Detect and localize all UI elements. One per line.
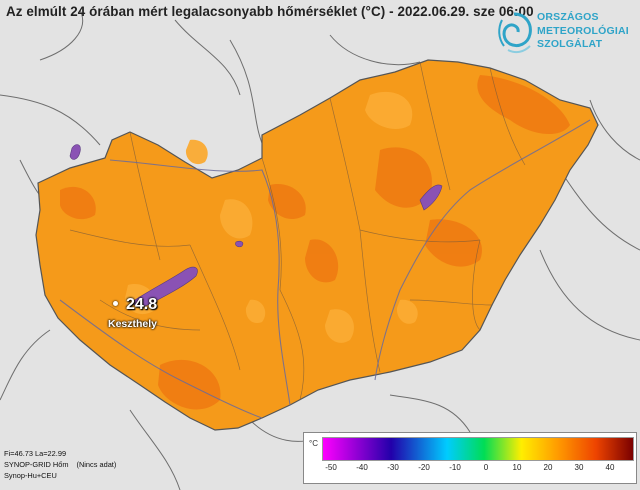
- lake-velence: [235, 240, 244, 248]
- lake-balaton: [133, 266, 198, 307]
- logo-text: ORSZÁGOS METEOROLÓGIAI SZOLGÁLAT: [537, 11, 629, 52]
- omsz-spiral-logo-icon: [498, 12, 532, 54]
- info-source: SYNOP-GRID Hőm: [4, 460, 69, 469]
- legend-unit: °C: [309, 439, 318, 448]
- lake-neusiedl: [69, 144, 81, 160]
- legend-tick: 0: [483, 463, 489, 472]
- danube-river: [109, 159, 291, 406]
- logo-line-3: SZOLGÁLAT: [537, 38, 603, 50]
- info-coords: Fi=46.73 La=22.99: [4, 449, 67, 458]
- legend-tick: -50: [325, 463, 337, 472]
- cool-patches: [125, 91, 418, 343]
- logo-line-1: ORSZÁGOS: [537, 11, 599, 23]
- legend-tick: -20: [418, 463, 430, 472]
- lake-tisza: [419, 184, 443, 211]
- info-network: Synop-Hu+CEU: [4, 471, 57, 480]
- omsz-logo: ORSZÁGOS METEOROLÓGIAI SZOLGÁLAT: [492, 6, 638, 62]
- color-legend: °C -50 -40 -30 -20 -10 0 10 20 30 40: [303, 432, 637, 484]
- info-nodata: (Nincs adat): [76, 460, 117, 469]
- legend-tick: 20: [543, 463, 553, 472]
- station-name: Keszthely: [108, 318, 158, 330]
- station-value: 24.8: [126, 296, 158, 313]
- county-borders: [69, 61, 526, 401]
- station-marker[interactable]: [113, 301, 118, 306]
- lakes: [69, 144, 443, 307]
- legend-tick: -30: [387, 463, 399, 472]
- legend-color-bar: [322, 437, 634, 461]
- info-box: Fi=46.73 La=22.99 SYNOP-GRID Hőm (Nincs a…: [4, 448, 116, 481]
- logo-line-2: METEOROLÓGIAI: [537, 24, 629, 37]
- rivers: [59, 119, 591, 419]
- legend-tick: -10: [449, 463, 461, 472]
- map-title: Az elmúlt 24 órában mért legalacsonyabb …: [6, 4, 534, 19]
- legend-tick: 30: [574, 463, 584, 472]
- legend-tick: 10: [512, 463, 522, 472]
- legend-tick: 40: [605, 463, 615, 472]
- legend-tick: -40: [356, 463, 368, 472]
- tisza-river: [374, 119, 591, 381]
- neighbor-borders: [0, 9, 640, 490]
